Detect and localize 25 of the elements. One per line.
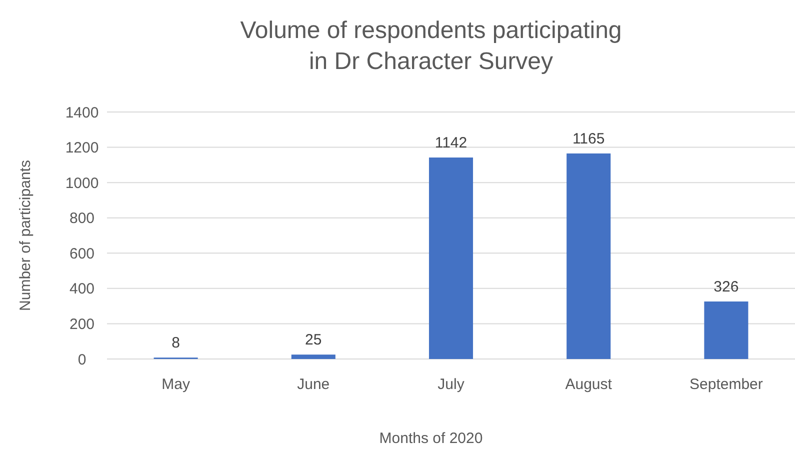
y-tick-label: 1200 — [65, 140, 99, 157]
y-tick-label: 400 — [69, 280, 95, 298]
data-label: 25 — [305, 332, 322, 349]
bar — [291, 354, 336, 359]
data-label: 1165 — [572, 130, 605, 148]
data-label: 326 — [714, 278, 739, 296]
x-tick-label: June — [297, 376, 330, 393]
y-tick-label: 800 — [69, 210, 95, 228]
bar — [704, 301, 748, 359]
y-axis-title: Number of participants — [17, 160, 34, 311]
data-label: 8 — [172, 334, 180, 352]
chart-title: Volume of respondents participating in Dr Character Survey — [240, 17, 622, 75]
x-tick-label: July — [438, 376, 465, 393]
data-label: 1142 — [434, 134, 468, 152]
bar — [566, 153, 611, 359]
y-tick-label: 1000 — [65, 174, 99, 192]
y-tick-label: 1400 — [65, 104, 99, 122]
x-tick-label: May — [162, 376, 190, 393]
y-tick-label: 0 — [78, 351, 86, 368]
x-tick-label: September — [690, 376, 763, 393]
x-tick-label: August — [565, 376, 613, 393]
y-tick-label: 200 — [69, 316, 95, 333]
y-tick-label: 600 — [69, 245, 95, 262]
x-axis-title: Months of 2020 — [379, 430, 483, 447]
bar — [428, 158, 474, 359]
